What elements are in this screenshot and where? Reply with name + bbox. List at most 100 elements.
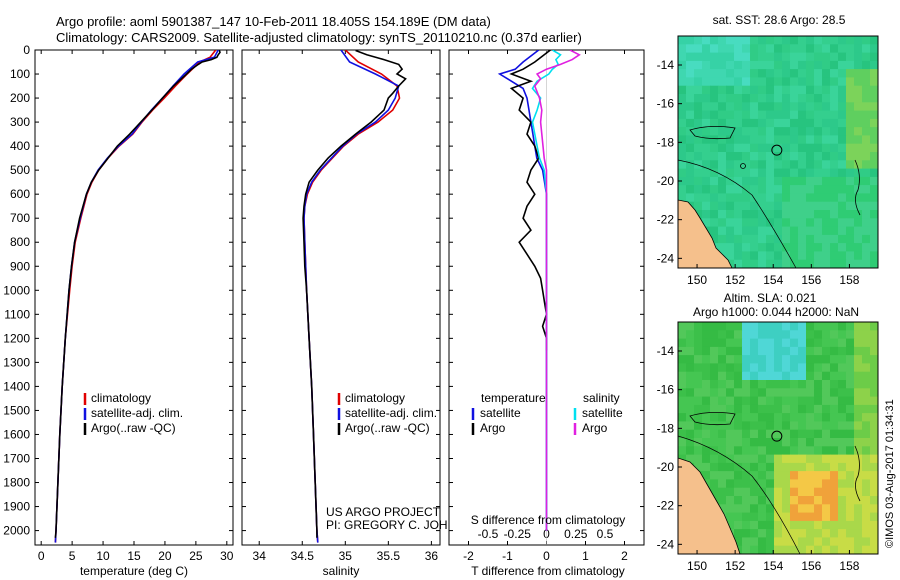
map-cell: [758, 330, 767, 340]
map-x-tick-label: 158: [839, 273, 859, 287]
map-cell: [686, 193, 695, 203]
map-cell: [678, 94, 687, 103]
map-cell: [710, 234, 719, 244]
map-cell: [838, 504, 847, 514]
map-cell: [766, 69, 775, 78]
map-cell: [830, 127, 839, 136]
map-cell: [854, 363, 863, 373]
map-cell: [822, 259, 831, 268]
map-x-tick-label: 158: [839, 559, 859, 573]
map-cell: [806, 259, 815, 268]
map-cell: [734, 355, 743, 364]
map-cell: [710, 118, 719, 128]
map-cell: [854, 85, 863, 95]
sla-map-title-1: Altim. SLA: 0.021: [724, 291, 817, 305]
map-cell: [822, 85, 831, 95]
map-cell: [862, 52, 871, 62]
map-cell: [750, 421, 759, 431]
map-cell: [870, 85, 878, 95]
map-cell: [854, 94, 863, 103]
map-cell: [838, 60, 847, 70]
map-cell: [798, 346, 807, 356]
map-cell: [766, 363, 775, 373]
map-cell: [750, 346, 759, 356]
map-cell: [854, 512, 863, 522]
map-cell: [862, 210, 871, 219]
map-cell: [782, 176, 791, 186]
map-cell: [718, 438, 727, 447]
map-cell: [806, 462, 815, 472]
map-cell: [766, 185, 775, 194]
map-cell: [870, 396, 878, 406]
map-cell: [806, 168, 815, 178]
map-cell: [774, 85, 783, 95]
map-cell: [694, 160, 703, 170]
map-cell: [686, 36, 695, 45]
map-cell: [726, 193, 735, 203]
map-cell: [774, 226, 783, 236]
map-cell: [782, 388, 791, 398]
map-cell: [734, 85, 743, 95]
map-cell: [742, 322, 751, 331]
map-cell: [718, 479, 727, 489]
map-cell: [718, 330, 727, 340]
map-cell: [718, 363, 727, 373]
map-cell: [862, 479, 871, 489]
map-cell: [862, 380, 871, 389]
map-cell: [766, 438, 775, 447]
map-x-tick-label: 150: [687, 273, 707, 287]
map-cell: [862, 251, 871, 261]
map-cell: [870, 487, 878, 497]
map-cell: [782, 396, 791, 406]
sst-reef-east: [854, 159, 861, 216]
salinity-lines: [302, 50, 407, 543]
map-cell: [742, 44, 751, 54]
map-cell: [742, 346, 751, 356]
legend-label-s-argo: Argo: [582, 421, 608, 435]
map-cell: [742, 380, 751, 389]
map-cell: [758, 454, 767, 464]
map-cell: [862, 135, 871, 145]
map-cell: [742, 193, 751, 203]
map-cell: [870, 330, 878, 340]
map-cell: [822, 110, 831, 120]
sst-reef: [689, 126, 736, 140]
map-cell: [782, 371, 791, 381]
map-cell: [782, 496, 791, 505]
difference-xlabel-t: T difference from climatology: [471, 564, 625, 578]
map-cell: [790, 143, 799, 153]
map-cell: [814, 210, 823, 219]
map-cell: [870, 118, 878, 128]
y-tick-label: 100: [10, 67, 30, 81]
map-cell: [726, 201, 735, 211]
map-cell: [790, 85, 799, 95]
map-cell: [694, 462, 703, 472]
map-cell: [830, 135, 839, 145]
map-cell: [742, 226, 751, 236]
map-cell: [822, 338, 831, 348]
map-cell: [854, 36, 863, 45]
map-cell: [782, 152, 791, 161]
map-cell: [734, 201, 743, 211]
x-tick-label-s: 0.25: [564, 527, 588, 541]
map-cell: [830, 226, 839, 236]
map-y-tick-label: -14: [657, 344, 675, 358]
map-cell: [822, 487, 831, 497]
map-cell: [766, 338, 775, 348]
map-cell: [774, 454, 783, 464]
map-cell: [766, 413, 775, 422]
map-cell: [790, 135, 799, 145]
map-cell: [862, 421, 871, 431]
map-cell: [830, 454, 839, 464]
map-cell: [734, 529, 743, 538]
map-cell: [678, 152, 687, 161]
map-cell: [694, 85, 703, 95]
map-cell: [766, 446, 775, 456]
map-cell: [774, 363, 783, 373]
map-cell: [830, 259, 839, 268]
map-cell: [790, 413, 799, 422]
pi-credit: PI: GREGORY C. JOHNSON: [326, 518, 482, 532]
map-cell: [814, 259, 823, 268]
y-tick-label: 1000: [3, 283, 30, 297]
map-cell: [702, 363, 711, 373]
